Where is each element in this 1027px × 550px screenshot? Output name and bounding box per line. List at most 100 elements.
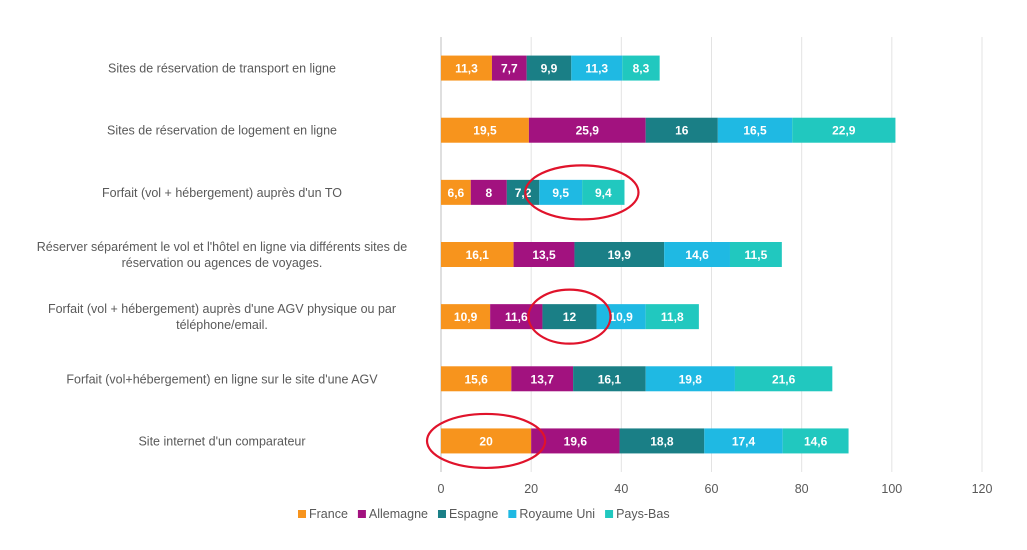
bar-segment (782, 428, 849, 454)
bar-value-label: 13,5 (532, 248, 556, 262)
x-tick-label: 40 (614, 482, 628, 496)
bar-value-label: 14,6 (685, 248, 709, 262)
legend-swatch (605, 510, 614, 518)
bar-segment (619, 428, 705, 454)
bar-value-label: 16,1 (598, 372, 622, 386)
bar-value-label: 12 (563, 310, 577, 324)
legend: France Allemagne Espagne Royaume Uni Pays-Ba… (298, 507, 670, 521)
legend-swatch (298, 510, 306, 518)
bar-segment (490, 304, 543, 330)
bar-value-label: 9,4 (595, 186, 612, 200)
bar-value-label: 9,9 (541, 62, 558, 76)
legend-swatch (357, 510, 366, 518)
bar-segment (441, 117, 529, 143)
bar-segment (645, 117, 718, 143)
bar-segment (645, 304, 699, 330)
category-label: Forfait (vol + hébergement) auprès d'une… (48, 302, 396, 332)
x-tick-label: 120 (972, 482, 993, 496)
bar-value-label: 10,9 (609, 310, 633, 324)
bar-value-label: 19,6 (564, 434, 588, 448)
bar-segment (470, 179, 507, 205)
x-tick-label: 0 (438, 482, 445, 496)
bar-value-label: 14,6 (804, 434, 828, 448)
bar-segment (441, 179, 471, 205)
bar-value-label: 16,1 (466, 248, 490, 262)
bar-value-label: 19,8 (679, 372, 703, 386)
bar-value-label: 17,4 (732, 434, 756, 448)
legend-label: Espagne (449, 507, 498, 521)
bar-segment (542, 304, 597, 330)
bar-value-label: 16 (675, 124, 689, 138)
bar-value-label: 19,5 (473, 124, 497, 138)
bar-segment (704, 428, 783, 454)
bar-segment (511, 366, 574, 392)
legend-label: Pays-Bas (616, 507, 670, 521)
bar-segment (571, 55, 623, 81)
x-tick-label: 100 (881, 482, 902, 496)
bars: 11,3 7,7 9,9 11,3 8,3 19,5 25,9 16 16,5 22,9 6,6 8 7… (441, 55, 896, 454)
bar-value-label: 11,3 (455, 62, 478, 76)
x-tick-label: 60 (705, 482, 719, 496)
bar-value-label: 10,9 (454, 310, 478, 324)
bar-segment (441, 242, 514, 267)
bar-value-label: 7,2 (515, 186, 532, 200)
legend-swatch (437, 510, 446, 518)
bar-segment (573, 366, 646, 392)
bar-segment (506, 179, 540, 205)
highlight-circles (425, 164, 640, 470)
bar-value-label: 11,5 (745, 248, 768, 262)
x-axis-ticks: 0 20 40 60 80 100 120 (438, 482, 993, 496)
category-label: Réserver séparément le vol et l'hôtel en… (37, 240, 407, 270)
bar-segment (792, 117, 896, 143)
x-tick-label: 20 (524, 482, 538, 496)
bar-segment (513, 242, 575, 267)
bar-segment (582, 179, 625, 205)
bar-segment (622, 55, 660, 81)
bar-value-label: 6,6 (448, 186, 465, 200)
bar-segment (526, 55, 572, 81)
bar-value-label: 22,9 (832, 124, 856, 138)
category-label: Site internet d'un comparateur (138, 434, 305, 448)
bar-segment (441, 304, 491, 330)
category-label: Sites de réservation de transport en lig… (108, 62, 336, 76)
bar-segment (729, 242, 782, 267)
bar-segment (664, 242, 730, 267)
bar-segment (441, 428, 532, 454)
bar-value-label: 8,3 (633, 62, 650, 76)
bar-value-label: 11,6 (505, 310, 528, 324)
bar-value-label: 21,6 (772, 372, 796, 386)
category-label: Sites de réservation de logement en lign… (107, 124, 337, 138)
category-labels: Sites de réservation de transport en lig… (37, 62, 407, 449)
bar-segment (491, 55, 527, 81)
bar-value-label: 13,7 (531, 372, 555, 386)
bar-segment (441, 366, 512, 392)
bar-value-label: 16,5 (743, 124, 767, 138)
legend-label: Allemagne (369, 507, 428, 521)
bar-value-label: 11,8 (661, 310, 684, 324)
bar-value-label: 11,3 (585, 62, 608, 76)
bar-segment (539, 179, 583, 205)
highlight-circle (527, 288, 612, 345)
highlight-circle (425, 412, 547, 470)
bar-value-label: 19,9 (608, 248, 632, 262)
bar-value-label: 15,6 (464, 372, 488, 386)
bar-value-label: 8 (485, 186, 492, 200)
bar-segment (717, 117, 793, 143)
category-label: Forfait (vol+hébergement) en ligne sur l… (66, 372, 378, 386)
bar-value-label: 25,9 (576, 124, 600, 138)
category-label: Forfait (vol + hébergement) auprès d'un … (102, 186, 342, 200)
bar-segment (734, 366, 833, 392)
bar-segment (441, 55, 492, 81)
bar-value-label: 7,7 (501, 62, 518, 76)
bar-segment (528, 117, 646, 143)
bar-segment (574, 242, 665, 267)
x-tick-label: 80 (795, 482, 809, 496)
bar-segment (596, 304, 646, 330)
legend-label: France (309, 507, 348, 521)
bar-segment (645, 366, 735, 392)
highlight-circle (524, 164, 640, 221)
legend-swatch (508, 510, 517, 518)
bar-value-label: 20 (479, 434, 493, 448)
bar-value-label: 9,5 (552, 186, 569, 200)
